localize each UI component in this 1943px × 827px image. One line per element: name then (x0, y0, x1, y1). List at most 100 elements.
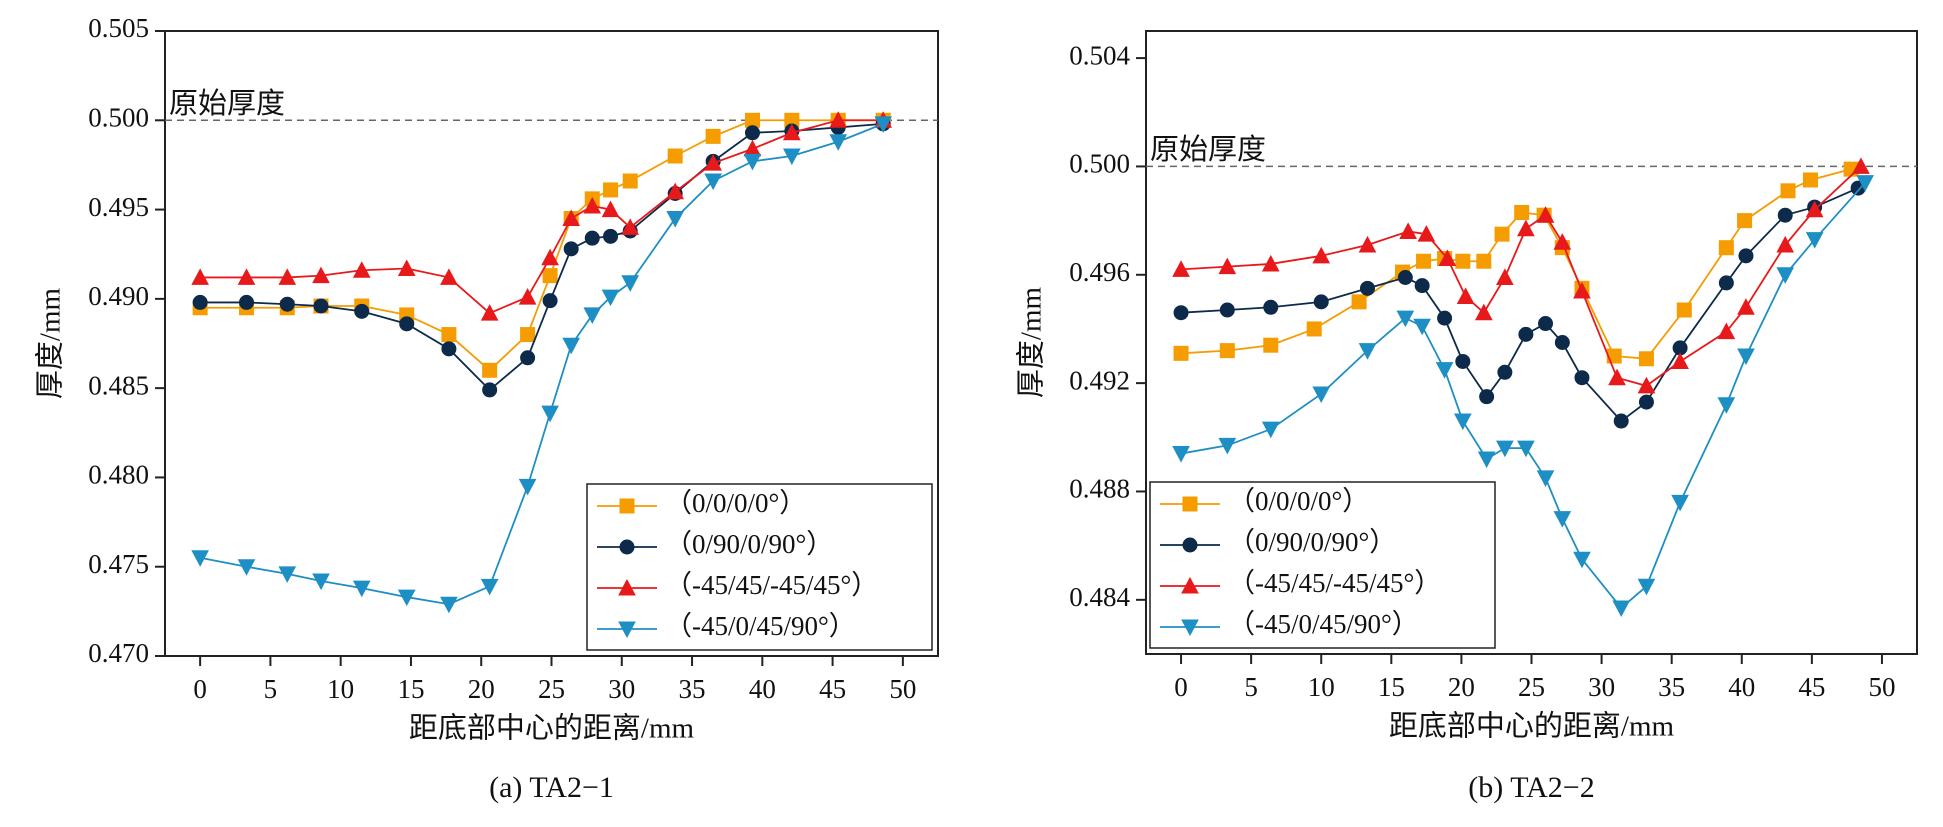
x-tick-label: 10 (327, 674, 354, 704)
data-point (782, 148, 801, 166)
data-point (601, 289, 620, 307)
legend-label: （-45/45/-45/45°） (1228, 568, 1441, 598)
y-tick-label: 0.485 (88, 370, 149, 400)
data-point (667, 148, 683, 164)
legend-marker (1181, 576, 1199, 594)
x-tick-label: 50 (889, 674, 916, 704)
data-point (482, 382, 498, 398)
data-point (354, 303, 370, 319)
y-tick-label: 0.496 (1069, 257, 1130, 287)
data-point (1671, 494, 1689, 512)
x-tick-label: 5 (264, 674, 278, 704)
data-point (666, 182, 685, 200)
data-point (1397, 269, 1413, 285)
data-point (1496, 440, 1514, 458)
data-point (1313, 294, 1329, 310)
y-tick-label: 0.504 (1069, 40, 1130, 70)
legend-marker (618, 621, 636, 639)
legend-box (1149, 481, 1496, 649)
y-axis-label: 厚度/mm (34, 287, 67, 399)
data-point (1351, 294, 1367, 310)
data-point (440, 596, 458, 614)
data-point (1416, 253, 1432, 269)
series-line (200, 122, 884, 392)
data-point (1737, 348, 1755, 366)
series-line (200, 119, 884, 315)
data-point (1172, 260, 1190, 277)
data-point (1538, 316, 1554, 332)
data-point (1497, 364, 1513, 380)
data-point (352, 580, 371, 598)
data-point (352, 261, 371, 278)
x-axis-label: 距底部中心的距离/mm (409, 712, 695, 745)
legend-marker (1182, 537, 1198, 553)
y-tick-label: 0.505 (88, 13, 149, 43)
series-line (1180, 165, 1862, 387)
x-tick-label: 45 (819, 674, 846, 704)
data-point (1676, 302, 1692, 318)
data-point (1802, 172, 1818, 188)
data-point (1805, 200, 1824, 218)
legend-label: （0/90/0/90°） (665, 529, 833, 559)
data-point (480, 304, 499, 321)
legend-marker (1182, 496, 1198, 512)
data-point (603, 182, 619, 198)
data-point (621, 275, 640, 292)
x-tick-label: 45 (1798, 672, 1825, 702)
data-point (1638, 394, 1654, 410)
data-point (744, 125, 760, 141)
data-point (666, 211, 685, 228)
data-point (1261, 254, 1280, 272)
data-point (1671, 352, 1689, 369)
data-point (541, 405, 559, 423)
data-point (542, 293, 558, 309)
data-point (441, 327, 457, 343)
data-point (1417, 225, 1436, 242)
data-point (1514, 204, 1530, 220)
data-point (1358, 235, 1377, 253)
data-point (1414, 278, 1430, 294)
data-point (1494, 226, 1510, 242)
data-point (829, 134, 848, 151)
data-point (1517, 440, 1535, 458)
data-point (583, 196, 602, 214)
x-tick-label: 40 (1728, 672, 1755, 702)
data-point (397, 589, 416, 607)
legend-label: （-45/45/-45/45°） (665, 570, 878, 600)
data-point (312, 573, 330, 591)
x-tick-label: 5 (1244, 672, 1258, 702)
legend-marker (619, 498, 635, 514)
data-point (1173, 305, 1189, 321)
x-tick-label: 25 (538, 674, 565, 704)
data-point (704, 173, 722, 191)
x-tick-label: 50 (1868, 672, 1895, 702)
y-tick-label: 0.475 (88, 549, 149, 579)
data-point (313, 298, 329, 314)
data-point (1172, 446, 1190, 463)
data-point (1536, 470, 1555, 487)
data-point (237, 559, 256, 576)
legend-label: （-45/0/45/90°） (665, 611, 856, 641)
data-point (1777, 207, 1793, 223)
x-tick-label: 30 (1588, 672, 1615, 702)
data-point (583, 307, 602, 324)
y-tick-label: 0.488 (1069, 474, 1130, 504)
y-tick-label: 0.500 (88, 102, 149, 132)
data-point (1477, 451, 1496, 469)
data-point (1737, 213, 1753, 229)
caption: (b) TA2−2 (1468, 771, 1594, 804)
data-point (237, 268, 256, 285)
data-point (562, 209, 581, 226)
data-point (1737, 298, 1755, 315)
data-point (622, 173, 638, 189)
data-point (1856, 175, 1874, 192)
legend-label: （0/0/0/0°） (1228, 486, 1369, 516)
data-point (1437, 310, 1453, 326)
data-point (1399, 222, 1417, 239)
data-point (1306, 321, 1322, 337)
legend-marker (619, 539, 635, 555)
x-tick-label: 0 (1174, 672, 1188, 702)
data-point (1637, 376, 1656, 394)
